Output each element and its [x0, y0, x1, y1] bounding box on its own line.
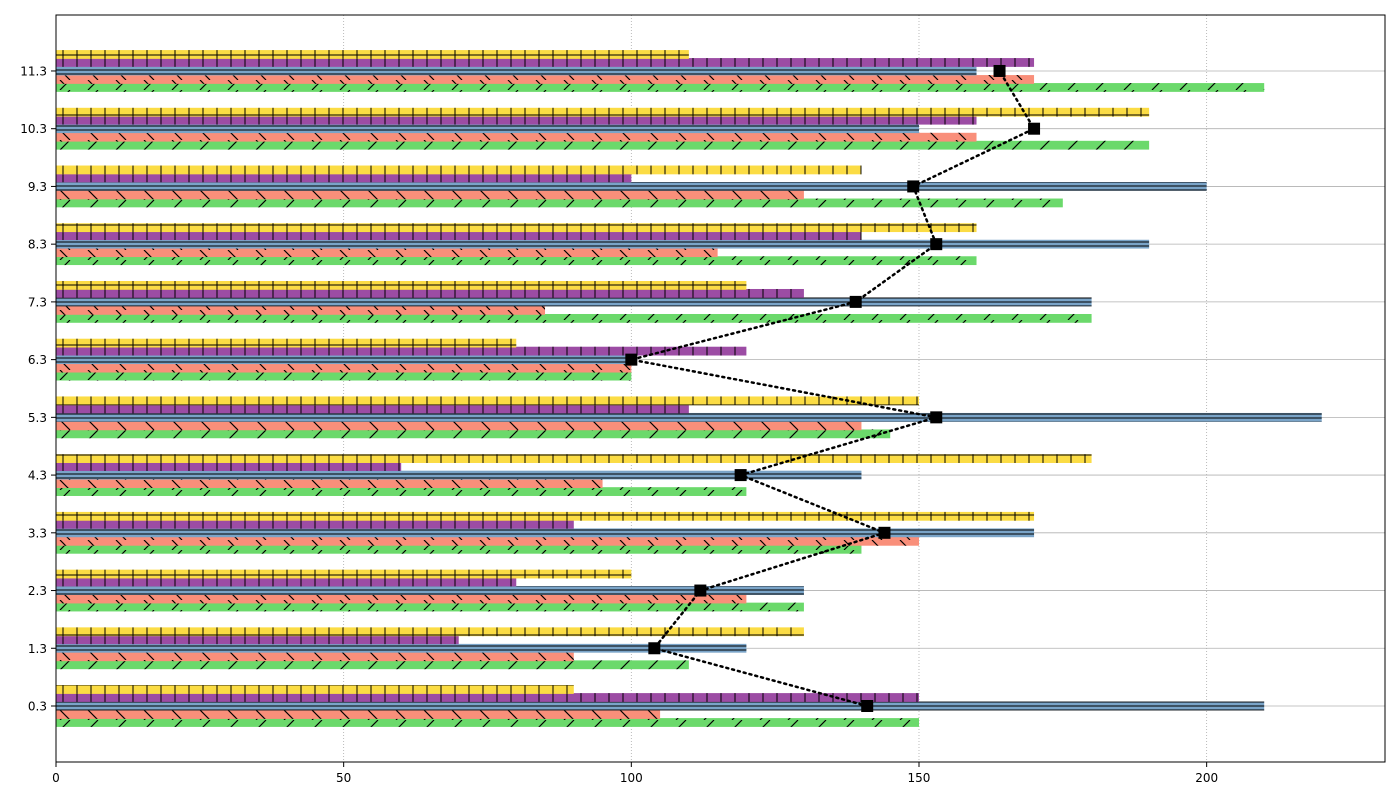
- y-tick-label-9: 9.3: [28, 180, 47, 194]
- trend-polyline: [631, 69, 1036, 708]
- plot-frame: [55, 14, 1386, 763]
- bar-hatch-s0-c10: [56, 140, 1150, 150]
- bar-hatch-s4-c9: [56, 165, 862, 175]
- bar-hatch-s3-c11: [56, 58, 1035, 67]
- y-tick-label-7: 7.3: [28, 295, 47, 309]
- bar-hatch-s0-c8: [56, 256, 977, 266]
- y-tick-label-4: 4.3: [28, 469, 47, 483]
- bar-hatch-s0-c9: [56, 198, 1063, 208]
- bar-hatch-s4-c0: [56, 685, 574, 694]
- bar-hatch-s3-c0: [56, 693, 919, 702]
- bar-hatch-s1-c1: [56, 652, 574, 662]
- trend-marker-3: [878, 526, 891, 539]
- y-tick-label-6: 6.3: [28, 353, 47, 367]
- bar-hatch-s4-c3: [56, 511, 1035, 521]
- bar-hatch-s2-c6: [56, 355, 632, 365]
- y-tick-label-0: 0.3: [28, 700, 47, 714]
- trend-marker-6: [625, 353, 638, 366]
- bar-hatch-s0-c4: [56, 487, 747, 496]
- bar-hatch-s2-c9: [56, 182, 1207, 191]
- bar-hatch-s3-c8: [56, 231, 862, 241]
- y-tick-label-1: 1.3: [28, 642, 47, 656]
- bar-hatch-s0-c5: [56, 429, 891, 439]
- bar-hatch-s2-c3: [56, 528, 1035, 538]
- bar-hatch-s2-c0: [56, 701, 1265, 711]
- bar-hatch-s4-c7: [56, 280, 747, 290]
- y-tick-label-8: 8.3: [28, 238, 47, 252]
- bars: [56, 50, 1322, 727]
- trend-marker-1: [648, 642, 661, 655]
- trend-marker-11: [993, 64, 1006, 77]
- bar-hatch-s4-c6: [56, 338, 517, 348]
- bar-hatch-s1-c10: [56, 132, 977, 142]
- bar-hatch-s3-c4: [56, 462, 402, 471]
- bar-hatch-s3-c7: [56, 288, 804, 298]
- trend-line: [625, 64, 1041, 712]
- y-tick-label-11: 11.3: [20, 64, 47, 78]
- bar-hatch-s3-c10: [56, 115, 977, 125]
- trend-marker-2: [694, 584, 707, 597]
- y-tick-label-2: 2.3: [28, 584, 47, 598]
- x-tick-label-4: 200: [1195, 771, 1218, 785]
- trend-marker-9: [907, 180, 920, 193]
- x-tick-label-3: 150: [908, 771, 931, 785]
- trend-marker-5: [930, 411, 943, 424]
- bar-hatch-s2-c10: [56, 124, 919, 134]
- bar-hatch-s2-c5: [56, 412, 1322, 422]
- bar-hatch-s2-c7: [56, 297, 1092, 307]
- bar-hatch-s3-c1: [56, 635, 459, 645]
- bar-hatch-s0-c0: [56, 718, 919, 727]
- axes: 0 50 100 150 200 0.3 1.3 2.3 3.3 4.3 5.3 6.3 7.3 8.3 9…: [20, 14, 1386, 785]
- bar-hatch-s4-c2: [56, 569, 632, 579]
- bar-hatch-s0-c2: [56, 602, 804, 612]
- bar-hatch-s1-c0: [56, 710, 661, 719]
- bar-hatch-s3-c3: [56, 519, 574, 529]
- bar-hatch-s1-c6: [56, 363, 632, 373]
- bar-hatch-s1-c11: [56, 75, 1035, 84]
- y-tick-label-3: 3.3: [28, 526, 47, 540]
- bar-hatch-s1-c4: [56, 479, 603, 488]
- bar-hatch-s3-c2: [56, 577, 517, 587]
- bar-hatch-s0-c7: [56, 313, 1092, 323]
- bar-hatch-s4-c11: [56, 50, 689, 59]
- bar-hatch-s1-c9: [56, 190, 804, 200]
- trend-marker-4: [734, 469, 747, 482]
- bar-hatch-s2-c2: [56, 586, 804, 595]
- bar-hatch-s1-c7: [56, 305, 546, 315]
- x-tick-label-1: 50: [336, 771, 351, 785]
- bar-hatch-s2-c8: [56, 239, 1150, 249]
- bar-hatch-s3-c6: [56, 346, 747, 356]
- bar-hatch-s2-c4: [56, 470, 862, 480]
- bar-hatch-s0-c1: [56, 660, 689, 670]
- x-tick-label-0: 0: [52, 771, 60, 785]
- bar-hatch-s1-c2: [56, 594, 747, 604]
- bar-hatch-s4-c10: [56, 107, 1150, 117]
- bar-hatch-s1-c5: [56, 421, 862, 431]
- bar-hatch-s4-c4: [56, 454, 1092, 463]
- bar-hatch-s0-c11: [56, 83, 1265, 92]
- bar-hatch-s0-c6: [56, 371, 632, 381]
- bar-hatch-s4-c5: [56, 396, 919, 406]
- bar-hatch-s4-c8: [56, 223, 977, 233]
- bar-hatch-s1-c8: [56, 248, 718, 258]
- bar-hatch-s4-c1: [56, 627, 804, 637]
- y-tick-label-5: 5.3: [28, 411, 47, 425]
- bar-hatch-s2-c1: [56, 643, 747, 653]
- bar-hatch-s3-c9: [56, 173, 632, 183]
- trend-marker-8: [930, 238, 943, 251]
- trend-marker-7: [849, 295, 862, 308]
- bar-hatch-s1-c3: [56, 536, 919, 546]
- trend-marker-10: [1028, 122, 1041, 135]
- trend-marker-0: [861, 700, 874, 712]
- bar-hatch-s3-c5: [56, 404, 689, 414]
- y-tick-label-10: 10.3: [20, 122, 47, 136]
- bar-hatch-s2-c11: [56, 66, 977, 76]
- x-tick-label-2: 100: [620, 771, 643, 785]
- bar-hatch-s0-c3: [56, 544, 862, 554]
